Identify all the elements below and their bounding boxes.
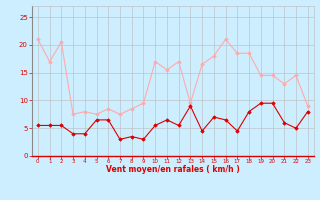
X-axis label: Vent moyen/en rafales ( km/h ): Vent moyen/en rafales ( km/h ) (106, 165, 240, 174)
